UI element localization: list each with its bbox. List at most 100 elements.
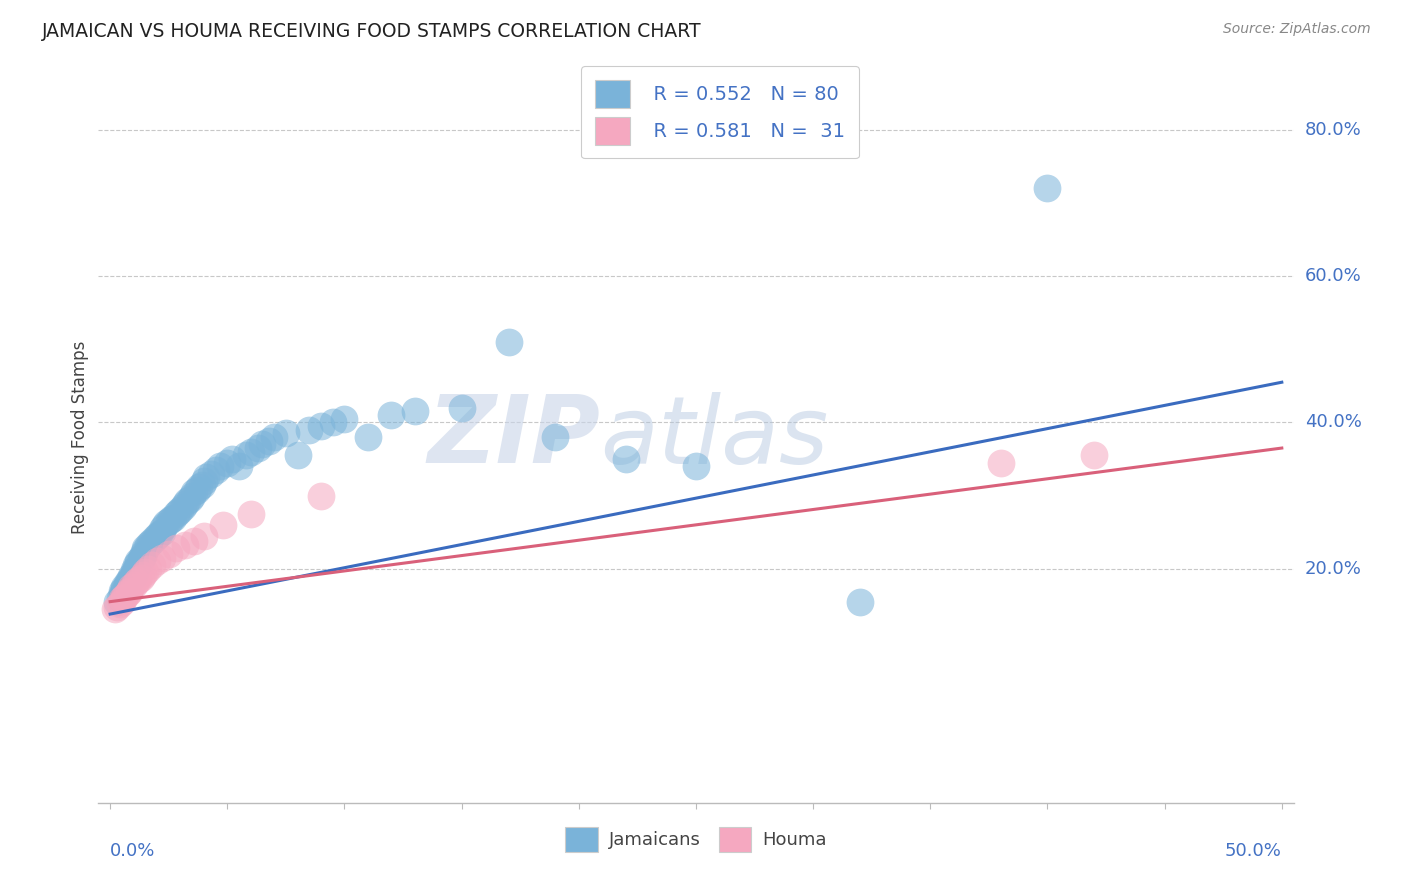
Point	[183, 533, 205, 548]
Point	[179, 492, 201, 507]
Point	[115, 587, 138, 601]
Point	[146, 554, 169, 568]
Point	[120, 570, 142, 584]
Point	[115, 576, 138, 591]
Point	[309, 489, 332, 503]
Point	[544, 430, 567, 444]
Point	[221, 452, 243, 467]
Point	[134, 543, 156, 558]
Point	[614, 452, 637, 467]
Point	[162, 510, 184, 524]
Point	[174, 538, 197, 552]
Point	[450, 401, 472, 415]
Text: Source: ZipAtlas.com: Source: ZipAtlas.com	[1223, 22, 1371, 37]
Point	[127, 573, 149, 587]
Point	[404, 404, 426, 418]
Point	[309, 419, 332, 434]
Text: 20.0%: 20.0%	[1305, 560, 1361, 578]
Point	[108, 597, 131, 611]
Text: ZIP: ZIP	[427, 391, 600, 483]
Point	[111, 583, 134, 598]
Point	[129, 553, 152, 567]
Point	[108, 591, 131, 605]
Point	[118, 573, 141, 587]
Text: 0.0%: 0.0%	[110, 842, 156, 860]
Point	[235, 448, 257, 462]
Point	[169, 503, 191, 517]
Point	[134, 541, 156, 556]
Point	[165, 507, 187, 521]
Point	[132, 567, 155, 582]
Point	[204, 463, 226, 477]
Point	[157, 514, 180, 528]
Point	[122, 578, 145, 592]
Point	[125, 574, 148, 589]
Point	[188, 480, 211, 494]
Point	[136, 538, 159, 552]
Point	[287, 448, 309, 462]
Point	[122, 567, 145, 582]
Point	[333, 412, 356, 426]
Point	[112, 580, 135, 594]
Point	[125, 558, 148, 573]
Point	[246, 441, 269, 455]
Point	[150, 521, 173, 535]
Point	[172, 500, 194, 514]
Point	[155, 516, 177, 531]
Point	[685, 459, 707, 474]
Text: JAMAICAN VS HOUMA RECEIVING FOOD STAMPS CORRELATION CHART: JAMAICAN VS HOUMA RECEIVING FOOD STAMPS …	[42, 22, 702, 41]
Point	[118, 585, 141, 599]
Point	[141, 533, 163, 548]
Point	[165, 541, 187, 556]
Point	[127, 556, 149, 570]
Point	[111, 594, 134, 608]
Text: atlas: atlas	[600, 392, 828, 483]
Point	[298, 423, 321, 437]
Point	[174, 497, 197, 511]
Point	[498, 334, 520, 349]
Point	[122, 563, 145, 577]
Text: 50.0%: 50.0%	[1225, 842, 1282, 860]
Point	[239, 444, 262, 458]
Point	[209, 459, 232, 474]
Point	[274, 426, 297, 441]
Point	[150, 525, 173, 540]
Point	[105, 594, 128, 608]
Point	[143, 531, 166, 545]
Point	[211, 517, 233, 532]
Point	[176, 494, 198, 508]
Point	[122, 566, 145, 580]
Point	[195, 470, 218, 484]
Text: 40.0%: 40.0%	[1305, 414, 1361, 432]
Point	[186, 483, 208, 497]
Point	[111, 592, 134, 607]
Point	[200, 467, 222, 481]
Text: 60.0%: 60.0%	[1305, 268, 1361, 285]
Point	[380, 408, 402, 422]
Point	[118, 583, 141, 598]
Point	[193, 474, 215, 488]
Point	[228, 459, 250, 474]
Point	[263, 430, 285, 444]
Point	[1083, 448, 1105, 462]
Point	[127, 554, 149, 568]
Point	[112, 590, 135, 604]
Point	[157, 547, 180, 561]
Point	[120, 569, 142, 583]
Point	[153, 519, 176, 533]
Point	[252, 437, 274, 451]
Point	[104, 602, 127, 616]
Point	[217, 456, 239, 470]
Point	[118, 574, 141, 589]
Point	[322, 416, 344, 430]
Point	[849, 594, 872, 608]
Point	[259, 434, 281, 448]
Text: 80.0%: 80.0%	[1305, 121, 1361, 139]
Point	[132, 547, 155, 561]
Point	[239, 507, 262, 521]
Point	[134, 566, 156, 580]
Point	[150, 550, 173, 565]
Point	[990, 456, 1012, 470]
Y-axis label: Receiving Food Stamps: Receiving Food Stamps	[70, 341, 89, 533]
Point	[132, 549, 155, 563]
